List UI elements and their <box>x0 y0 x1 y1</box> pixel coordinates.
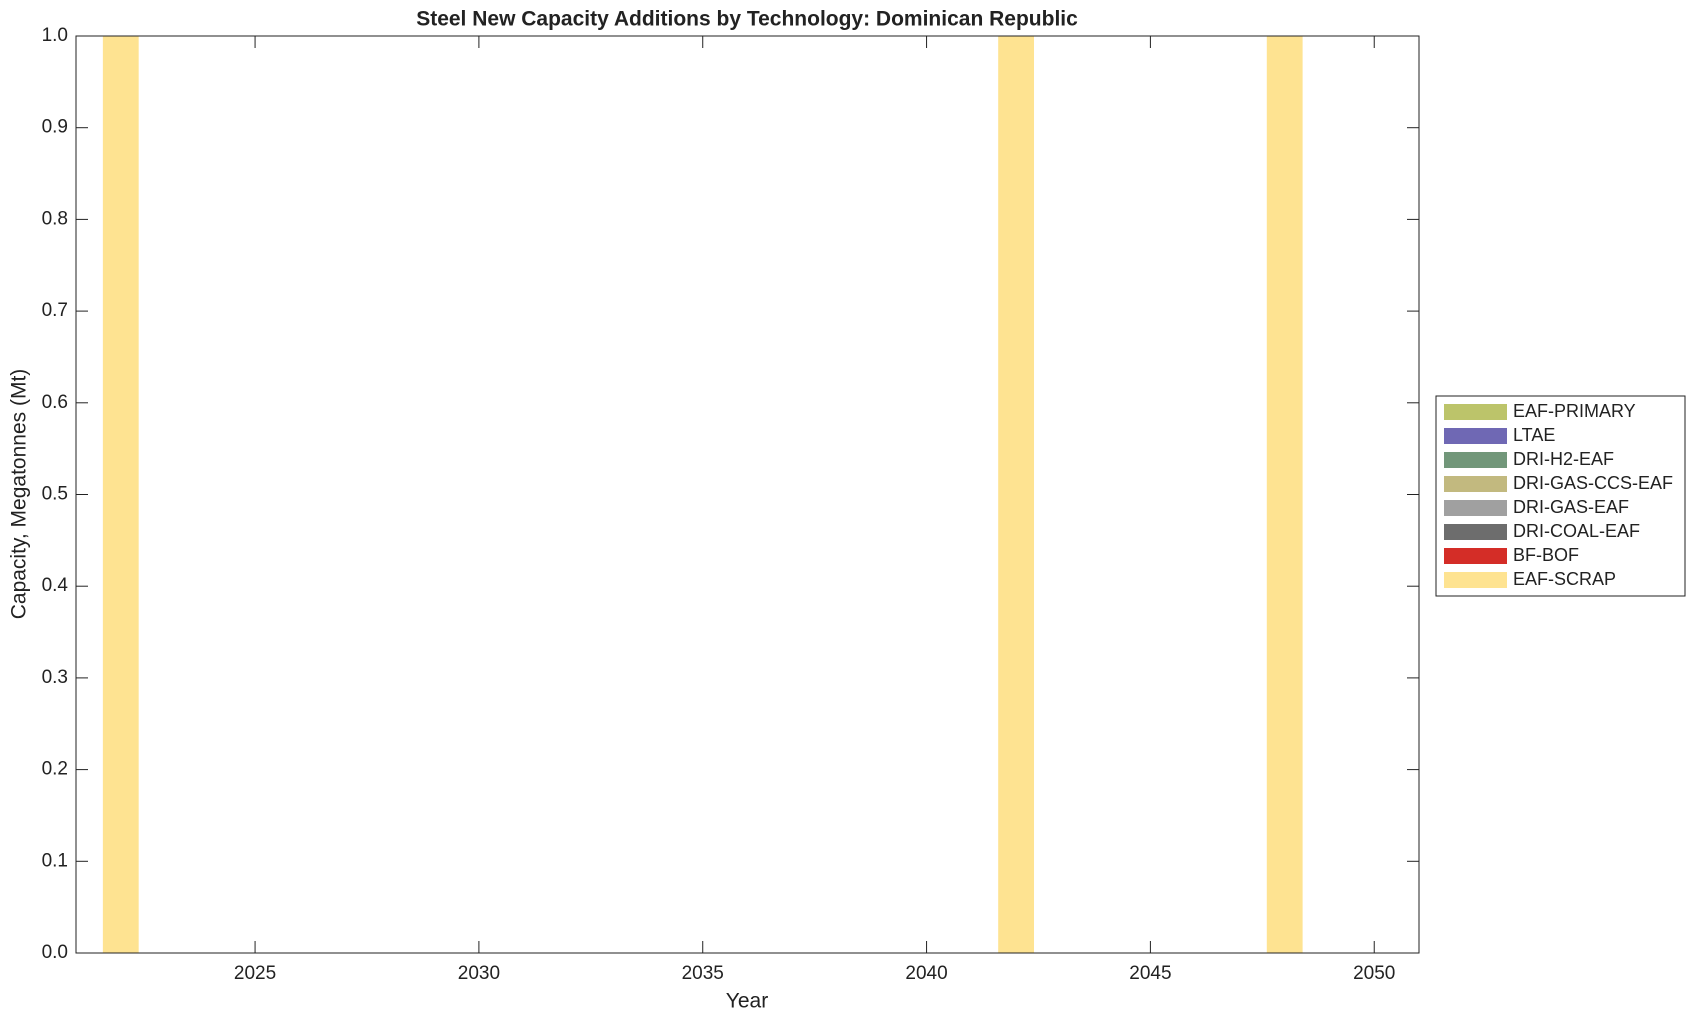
legend-swatch <box>1444 500 1507 516</box>
y-tick-label: 0.7 <box>42 300 68 321</box>
y-tick-label: 0.3 <box>42 667 68 688</box>
legend-swatch <box>1444 404 1507 420</box>
x-tick-label: 2050 <box>1353 963 1395 984</box>
y-tick-label: 0.1 <box>42 850 68 871</box>
x-tick-label: 2045 <box>1129 963 1171 984</box>
x-axis-label: Year <box>726 990 768 1013</box>
legend-swatch <box>1444 452 1507 468</box>
x-tick-label: 2030 <box>458 963 500 984</box>
y-tick-label: 0.8 <box>42 208 68 229</box>
y-tick-label: 0.9 <box>42 117 68 138</box>
bar-segment <box>1266 36 1303 953</box>
x-tick-label: 2035 <box>682 963 724 984</box>
y-tick-label: 0.4 <box>42 575 69 596</box>
legend-swatch <box>1444 476 1507 492</box>
legend-label: EAF-PRIMARY <box>1513 401 1636 421</box>
legend-label: DRI-GAS-EAF <box>1513 497 1629 517</box>
y-tick-label: 0.6 <box>42 392 68 413</box>
legend-swatch <box>1444 428 1507 444</box>
x-tick-label: 2040 <box>905 963 947 984</box>
y-tick-label: 0.5 <box>42 484 68 505</box>
legend-swatch <box>1444 524 1507 540</box>
plot-frame <box>75 35 1420 954</box>
y-tick-label: 0.0 <box>42 942 68 963</box>
legend-label: LTAE <box>1513 425 1555 445</box>
legend-label: DRI-H2-EAF <box>1513 449 1614 469</box>
x-tick-label: 2025 <box>234 963 276 984</box>
legend-label: BF-BOF <box>1513 545 1579 565</box>
legend-label: EAF-SCRAP <box>1513 569 1616 589</box>
bar-segment <box>998 36 1035 953</box>
legend-label: DRI-COAL-EAF <box>1513 521 1640 541</box>
y-tick-label: 0.2 <box>42 759 68 780</box>
bar-segment <box>102 36 139 953</box>
legend-label: DRI-GAS-CCS-EAF <box>1513 473 1673 493</box>
legend-swatch <box>1444 548 1507 564</box>
chart-title: Steel New Capacity Additions by Technolo… <box>416 8 1078 31</box>
y-tick-label: 1.0 <box>42 25 68 46</box>
legend-swatch <box>1444 572 1507 588</box>
y-axis-label: Capacity, Megatonnes (Mt) <box>8 369 31 620</box>
